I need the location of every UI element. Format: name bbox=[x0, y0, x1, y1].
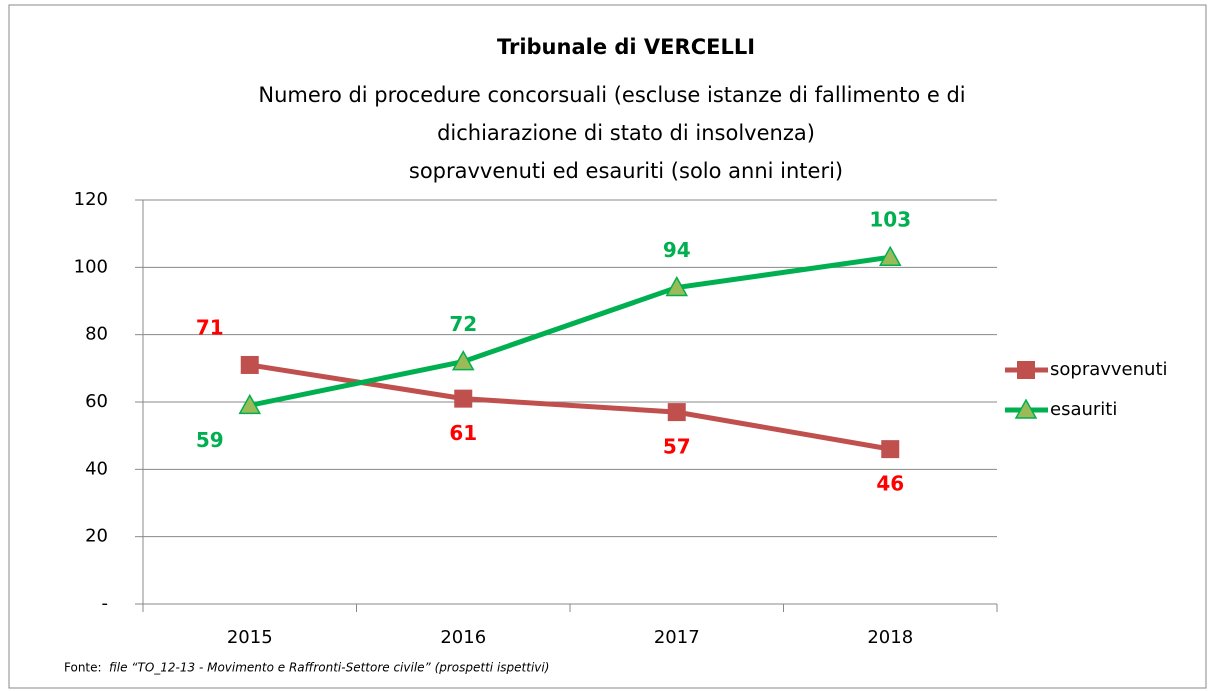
source-label: Fonte: bbox=[64, 661, 102, 675]
marker bbox=[238, 393, 262, 415]
series-line bbox=[249, 254, 891, 408]
marker bbox=[240, 355, 259, 374]
x-tick-label: 2016 bbox=[440, 627, 486, 648]
marker bbox=[881, 440, 900, 459]
data-label: 103 bbox=[869, 208, 911, 232]
chart-subtitle: dichiarazione di stato di insolvenza) bbox=[437, 121, 815, 145]
marker bbox=[878, 245, 902, 266]
y-tick-label: 40 bbox=[85, 458, 108, 479]
data-label: 94 bbox=[663, 238, 691, 262]
x-tick-label: 2018 bbox=[867, 627, 913, 648]
chart-border bbox=[8, 4, 1207, 689]
data-label: 72 bbox=[449, 312, 477, 336]
marker bbox=[1017, 361, 1035, 379]
y-tick-label: 120 bbox=[74, 189, 108, 210]
y-tick-label: 60 bbox=[85, 391, 108, 412]
y-tick-label: - bbox=[102, 593, 109, 614]
data-label: 46 bbox=[876, 472, 904, 496]
y-tick-label: 100 bbox=[74, 256, 108, 277]
marker bbox=[667, 403, 686, 422]
chart-subtitle: Numero di procedure concorsuali (escluse… bbox=[258, 83, 965, 107]
marker bbox=[454, 389, 473, 408]
chart-subtitle: sopravvenuti ed esauriti (solo anni inte… bbox=[409, 159, 843, 183]
legend-label: sopravvenuti bbox=[1050, 359, 1168, 380]
chart-title: Tribunale di VERCELLI bbox=[497, 35, 755, 59]
marker bbox=[1014, 398, 1038, 419]
data-label: 71 bbox=[196, 315, 224, 339]
data-label: 57 bbox=[663, 435, 691, 459]
source: file “TO_12-13 - Movimento e Raffronti-S… bbox=[109, 661, 549, 675]
y-tick-label: 80 bbox=[85, 324, 108, 345]
data-label: 61 bbox=[449, 421, 477, 445]
marker bbox=[665, 275, 689, 297]
legend-label: esauriti bbox=[1050, 399, 1117, 420]
y-tick-label: 20 bbox=[85, 526, 108, 547]
marker bbox=[451, 350, 475, 371]
x-tick-label: 2017 bbox=[654, 627, 700, 648]
data-label: 59 bbox=[196, 428, 224, 452]
x-tick-label: 2015 bbox=[227, 627, 273, 648]
